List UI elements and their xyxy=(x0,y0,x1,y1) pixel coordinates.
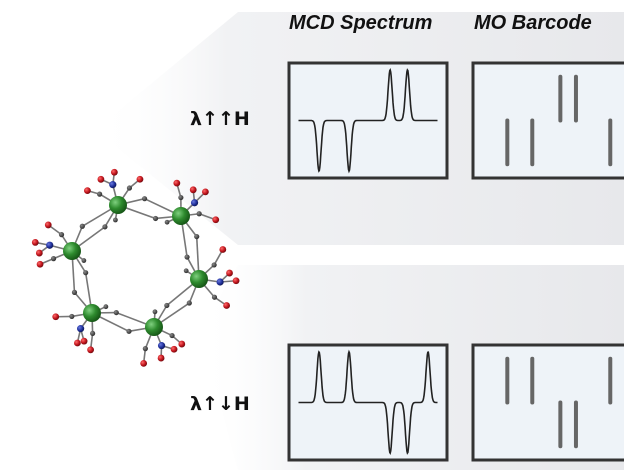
mcd-trace-1 xyxy=(298,349,438,455)
carbon-atom xyxy=(113,217,118,223)
carbon-atom xyxy=(71,289,78,295)
row-label-antiparallel: λ↑↓H xyxy=(190,393,250,415)
row-label-parallel: λ↑↑H xyxy=(190,108,250,130)
oxygen-atom xyxy=(136,175,144,183)
nitrogen-atom xyxy=(216,278,224,286)
carbon-atom xyxy=(113,309,119,316)
nitrogen-atom xyxy=(109,181,117,189)
oxygen-atom xyxy=(219,246,227,253)
carbon-atom xyxy=(211,294,218,300)
carbon-atom xyxy=(211,262,217,268)
oxygen-atom xyxy=(212,216,220,224)
carbon-atom xyxy=(164,219,170,225)
metal-atom xyxy=(109,196,127,214)
carbon-atom xyxy=(81,258,87,263)
molecule-icon xyxy=(31,168,240,367)
carbon-atom xyxy=(102,224,108,230)
carbon-atom xyxy=(83,270,89,276)
carbon-atom xyxy=(97,191,103,197)
carbon-atom xyxy=(152,215,159,222)
oxygen-atom xyxy=(170,345,178,353)
oxygen-atom xyxy=(80,337,88,345)
mcd-spectrum-title: MCD Spectrum xyxy=(289,12,433,34)
oxygen-atom xyxy=(110,168,118,176)
oxygen-atom xyxy=(202,188,209,196)
carbon-atom xyxy=(142,346,148,352)
metal-atom xyxy=(172,207,190,225)
carbon-atom xyxy=(164,302,170,309)
mo-plot-bottom xyxy=(471,343,624,462)
metal-atom xyxy=(190,270,208,288)
mcd-trace-0 xyxy=(298,68,438,174)
carbon-atom xyxy=(186,300,192,306)
carbon-atom xyxy=(50,256,57,262)
oxygen-atom xyxy=(31,239,39,246)
nitrogen-atom xyxy=(157,342,166,350)
oxygen-atom xyxy=(97,175,105,183)
carbon-atom xyxy=(184,254,190,260)
metal-atom xyxy=(83,304,101,322)
oxygen-atom xyxy=(44,221,52,229)
metal-atom xyxy=(63,242,81,260)
carbon-atom xyxy=(69,313,75,320)
oxygen-atom xyxy=(173,179,181,187)
carbon-atom xyxy=(90,330,96,337)
carbon-atom xyxy=(79,223,85,229)
oxygen-atom xyxy=(157,354,165,362)
oxygen-atom xyxy=(74,339,81,347)
nitrogen-atom xyxy=(190,199,199,207)
metal-atom xyxy=(145,318,163,336)
nitrogen-atom xyxy=(77,325,85,333)
oxygen-atom xyxy=(84,187,91,195)
carbon-atom xyxy=(152,309,158,315)
carbon-atom xyxy=(169,332,175,339)
carbon-atom xyxy=(126,185,133,191)
carbon-atom xyxy=(58,232,65,238)
oxygen-atom xyxy=(226,269,233,277)
oxygen-atom xyxy=(36,260,44,268)
carbon-atom xyxy=(183,268,189,274)
carbon-atom xyxy=(196,211,202,217)
oxygen-atom xyxy=(52,313,60,321)
carbon-atom xyxy=(141,196,148,202)
oxygen-atom xyxy=(140,359,148,367)
mo-barcode-title: MO Barcode xyxy=(474,12,592,34)
atom-group xyxy=(31,168,240,367)
mo-plot-top xyxy=(471,61,624,180)
nitrogen-atom xyxy=(46,241,54,249)
carbon-atom xyxy=(126,328,132,334)
carbon-atom xyxy=(178,194,184,201)
oxygen-atom xyxy=(232,277,240,285)
oxygen-atom xyxy=(35,249,43,257)
oxygen-atom xyxy=(189,186,197,194)
oxygen-atom xyxy=(87,346,94,354)
oxygen-atom xyxy=(178,340,186,348)
carbon-atom xyxy=(194,233,200,240)
oxygen-atom xyxy=(223,302,231,309)
carbon-atom xyxy=(103,304,109,310)
